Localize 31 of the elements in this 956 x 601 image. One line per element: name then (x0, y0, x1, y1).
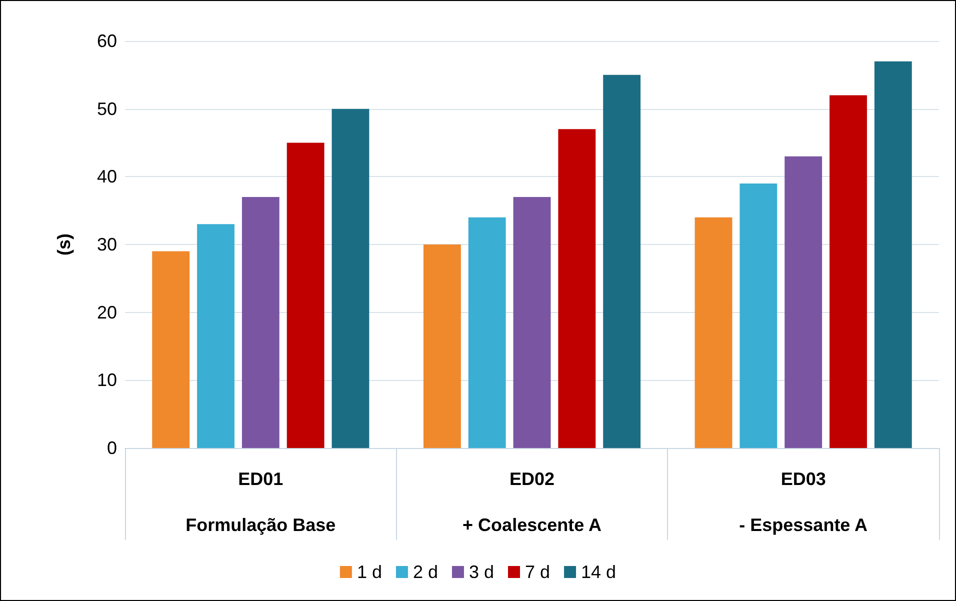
y-tick-label: 50 (96, 98, 117, 119)
bar (286, 142, 324, 448)
y-tick-label: 40 (96, 166, 117, 187)
bar (830, 95, 867, 448)
bar (152, 251, 190, 448)
y-tick-label: 60 (96, 31, 117, 51)
bar (603, 74, 641, 448)
y-tick-label: 10 (96, 370, 117, 390)
bar (740, 183, 778, 448)
legend-label: 3 d (468, 562, 494, 582)
bar (468, 217, 506, 448)
y-tick-label: 0 (106, 438, 117, 458)
category-label: ED03 - Espessante A (739, 469, 868, 535)
bar (874, 61, 912, 448)
category-label: ED01 Formulação Base (186, 469, 336, 535)
bar (784, 156, 822, 448)
legend-label: 7 d (525, 562, 550, 582)
bar (513, 197, 551, 448)
y-tick-label: 20 (96, 302, 117, 322)
y-tick-label: 30 (96, 234, 117, 254)
y-axis-title: (s) (54, 233, 74, 256)
bar (332, 108, 370, 448)
bar (558, 129, 596, 448)
bar (694, 217, 732, 448)
legend-label: 1 d (356, 562, 382, 582)
legend-label: 2 d (412, 562, 438, 582)
legend-label: 14 d (581, 562, 616, 582)
bar (197, 224, 234, 448)
category-label: ED02 + Coalescente A (462, 469, 602, 535)
bar (423, 244, 461, 448)
bar (242, 197, 280, 448)
